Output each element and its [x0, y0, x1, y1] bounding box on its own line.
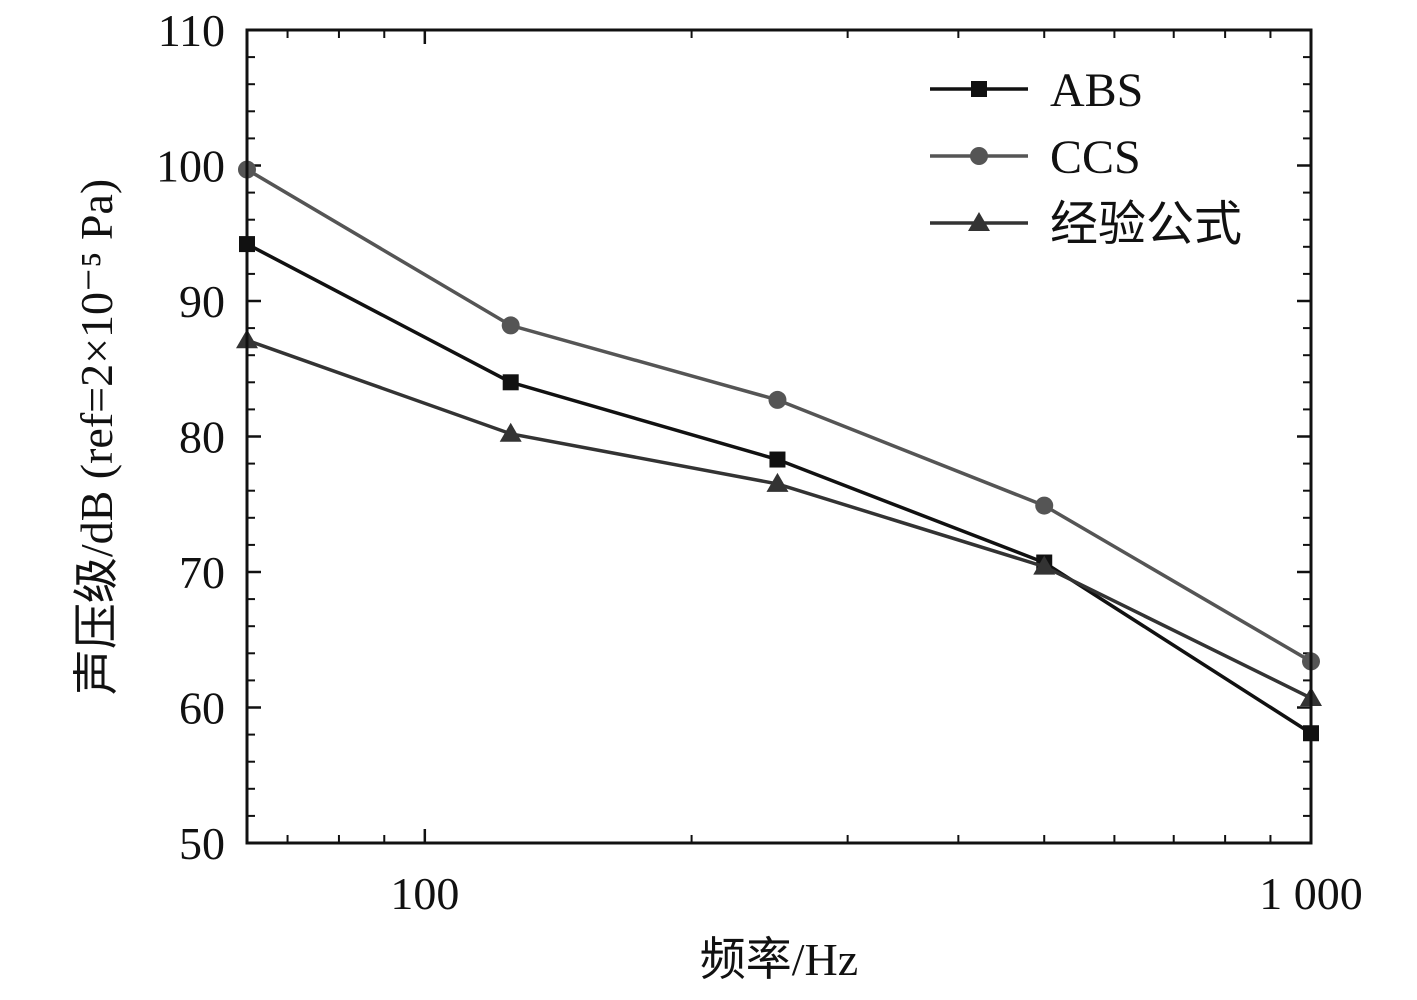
legend-marker — [970, 147, 988, 165]
legend-item: ABS — [930, 64, 1143, 117]
data-point — [499, 422, 522, 442]
data-point — [768, 390, 787, 409]
y-axis-title: 声压级/dB (ref=2×10⁻⁵ Pa) — [71, 179, 122, 695]
legend-marker — [968, 212, 990, 231]
data-point — [1033, 555, 1056, 575]
legend-label: CCS — [1050, 131, 1141, 184]
major-ticks — [247, 28, 1313, 845]
series-circle — [238, 160, 1320, 671]
x-axis-title: 频率/Hz — [700, 934, 858, 985]
x-tick-label: 1 000 — [1259, 868, 1363, 919]
legend-item: 经验公式 — [930, 198, 1242, 251]
minor-ticks — [247, 30, 1311, 843]
y-tick-label: 50 — [179, 818, 225, 869]
y-tick-label: 80 — [179, 412, 225, 463]
y-tick-label: 60 — [179, 683, 225, 734]
plot-frame — [245, 28, 1313, 845]
legend-item: CCS — [930, 131, 1141, 184]
x-tick-label: 100 — [390, 868, 459, 919]
y-tick-label: 90 — [179, 276, 225, 327]
legend-label: ABS — [1050, 64, 1143, 117]
data-point — [766, 472, 789, 492]
series-layer — [236, 160, 1322, 742]
data-point — [1035, 496, 1054, 515]
data-point — [502, 374, 519, 391]
y-tick-label: 110 — [158, 5, 225, 56]
y-tick-label: 100 — [156, 141, 225, 192]
tick-labels: 50 60 70 80 90 100 110 100 1 000 — [156, 5, 1363, 919]
series-triangle — [236, 329, 1322, 707]
legend: ABS CCS 经验公式 — [930, 64, 1242, 251]
data-point — [501, 316, 520, 335]
y-tick-label: 70 — [179, 547, 225, 598]
legend-marker — [971, 81, 987, 97]
legend-label: 经验公式 — [1050, 198, 1242, 251]
data-point — [769, 451, 786, 468]
